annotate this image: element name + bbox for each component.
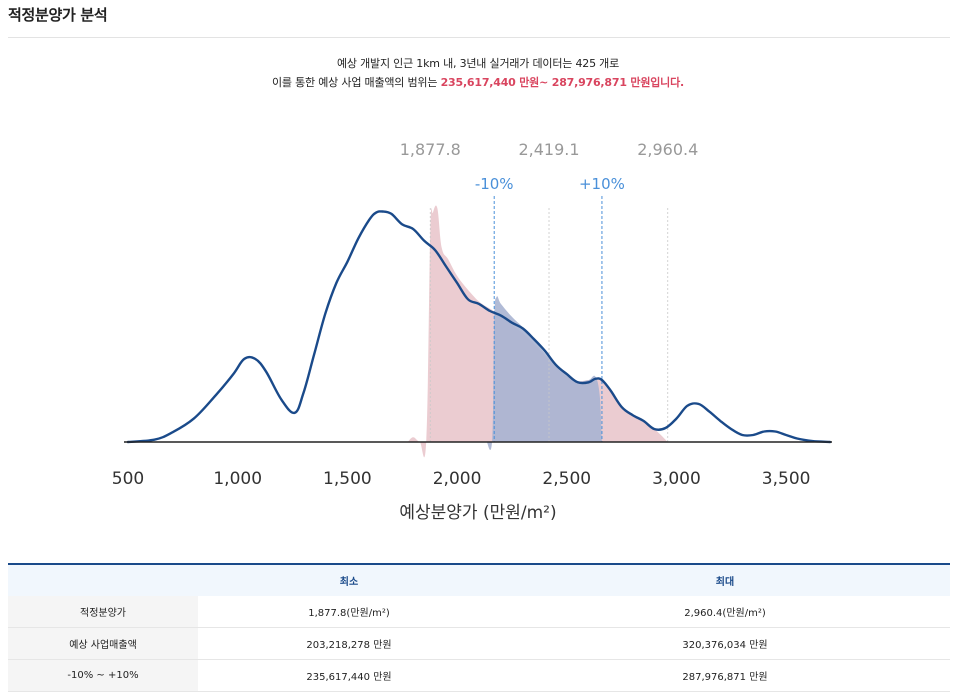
reference-lines-layer bbox=[429, 196, 669, 442]
pct-reference-label: -10% bbox=[475, 175, 514, 193]
proposal-band-area bbox=[407, 205, 668, 458]
pct-reference-label: +10% bbox=[579, 175, 625, 193]
page-title: 적정분양가 분석 bbox=[8, 6, 108, 24]
table-header-max: 최대 bbox=[715, 577, 735, 588]
x-tick-label: 500 bbox=[112, 469, 144, 489]
density-curve-line bbox=[126, 210, 832, 444]
row-label: 예상 사업매출액 bbox=[8, 627, 198, 660]
market-band-layer bbox=[486, 296, 602, 450]
analysis-summary: 예상 개발지 인근 1km 내, 3년내 실거래가 데이터는 425 개로 이를… bbox=[0, 54, 956, 92]
table-row: 예상 사업매출액 203,218,278 만원 320,376,034 만원 bbox=[8, 627, 950, 660]
proposal-band-layer bbox=[407, 205, 668, 458]
x-tick-label: 3,000 bbox=[652, 469, 701, 489]
x-tick-label: 3,500 bbox=[762, 469, 811, 489]
row-label: -10% ~ +10% bbox=[8, 659, 198, 692]
table-header-blank bbox=[8, 564, 198, 596]
x-tick-label: 1,000 bbox=[213, 469, 262, 489]
row-min-value: 203,218,278 만원 bbox=[198, 627, 500, 660]
price-reference-label: 2,960.4 bbox=[637, 140, 698, 159]
summary-line-1: 예상 개발지 인근 1km 내, 3년내 실거래가 데이터는 425 개로 bbox=[336, 57, 620, 70]
title-divider bbox=[8, 37, 950, 38]
row-max-value: 287,976,871 만원 bbox=[500, 659, 950, 692]
density-curve-layer bbox=[126, 210, 832, 444]
table-header-row: 최소 최대 bbox=[8, 564, 950, 596]
table-row: -10% ~ +10% 235,617,440 만원 287,976,871 만… bbox=[8, 659, 950, 692]
x-tick-label: 1,500 bbox=[323, 469, 372, 489]
x-axis-layer: 500 1,000 1,500 2,000 2,500 3,000 3,500 bbox=[112, 441, 832, 489]
price-density-chart: 500 1,000 1,500 2,000 2,500 3,000 3,500 1,877.… bbox=[0, 120, 956, 540]
summary-line-2: 이를 통한 예상 사업 매출액의 범위는 235,617,440 만원~ 287… bbox=[0, 73, 956, 92]
price-reference-label: 2,419.1 bbox=[518, 140, 579, 159]
row-min-value: 235,617,440 만원 bbox=[198, 659, 500, 692]
x-tick-label: 2,000 bbox=[433, 469, 482, 489]
x-tick-label: 2,500 bbox=[542, 469, 591, 489]
row-max-value: 2,960.4(만원/m²) bbox=[500, 596, 950, 628]
summary-revenue-range: 235,617,440 만원~ 287,976,871 만원입니다. bbox=[440, 76, 685, 89]
table-header-min: 최소 bbox=[339, 577, 359, 588]
table-row: 적정분양가 1,877.8(만원/m²) 2,960.4(만원/m²) bbox=[8, 596, 950, 628]
chart-svg: 500 1,000 1,500 2,000 2,500 3,000 3,500 1,877.… bbox=[112, 140, 832, 523]
row-min-value: 1,877.8(만원/m²) bbox=[198, 596, 500, 628]
price-reference-label: 1,877.8 bbox=[400, 140, 461, 159]
x-axis-label: 예상분양가 (만원/m²) bbox=[399, 503, 556, 523]
market-band-area bbox=[486, 296, 602, 450]
row-max-value: 320,376,034 만원 bbox=[500, 627, 950, 660]
row-label: 적정분양가 bbox=[8, 596, 198, 628]
reference-labels-layer: 1,877.8 -10%2,419.1+10% 2,960.4 bbox=[400, 140, 699, 193]
price-summary-table: 최소 최대 적정분양가 1,877.8(만원/m²) 2,960.4(만원/m²… bbox=[8, 563, 950, 692]
summary-line-2-prefix: 이를 통한 예상 사업 매출액의 범위는 bbox=[271, 76, 441, 89]
